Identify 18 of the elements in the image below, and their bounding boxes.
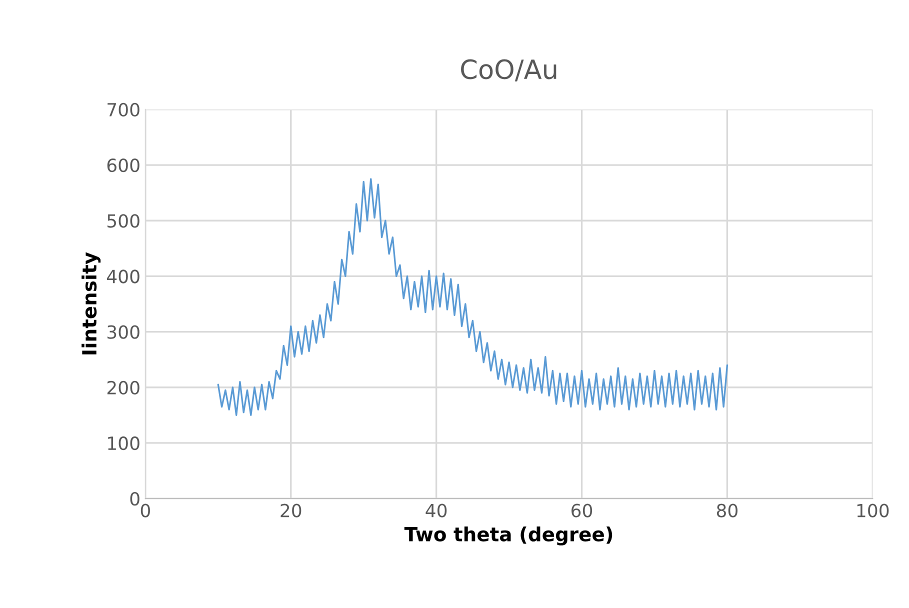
x-tick-label: 20 [280, 504, 302, 518]
y-tick-label: 300 [107, 325, 140, 339]
y-tick-label: 400 [107, 270, 140, 284]
y-tick-label: 0 [130, 492, 140, 506]
y-tick-label: 200 [107, 380, 140, 394]
x-tick-label: 0 [140, 504, 150, 518]
y-tick-label: 100 [108, 436, 140, 450]
x-axis-title: Two theta (degree) [404, 526, 612, 546]
x-tick-label: 100 [857, 504, 889, 518]
x-tick-label: 80 [716, 504, 738, 518]
y-tick-label: 700 [108, 102, 140, 117]
y-tick-label: 500 [108, 214, 140, 228]
x-tick-label: 40 [426, 504, 447, 518]
y-tick-label: 600 [107, 158, 140, 172]
y-axis-title: Iintensity [82, 252, 101, 354]
x-tick-label: 60 [572, 504, 592, 518]
chart-title: CoO/Au [461, 59, 556, 82]
line-series [217, 178, 728, 416]
